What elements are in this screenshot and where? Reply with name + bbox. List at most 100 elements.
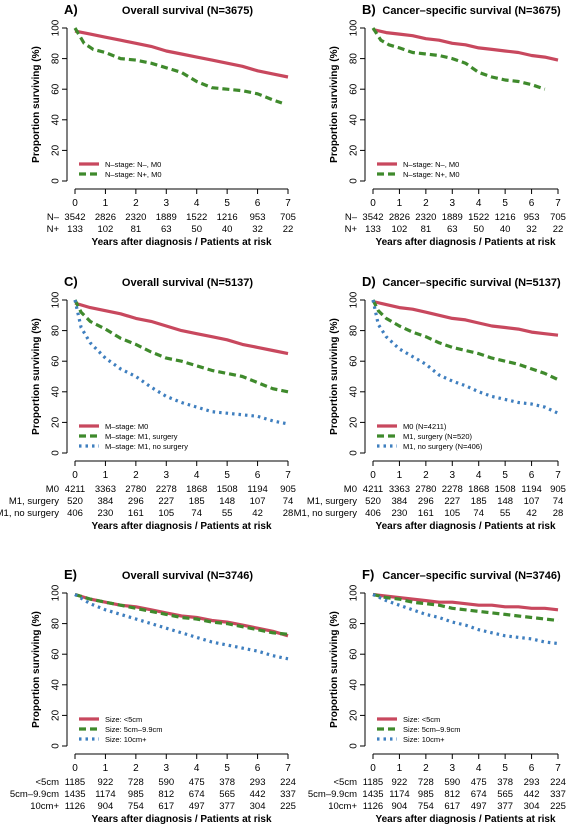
risk-value: 225 [280, 801, 296, 812]
y-axis-label: Proportion surviving (%) [31, 611, 42, 728]
risk-value: 161 [128, 508, 144, 519]
series-line [372, 593, 559, 646]
y-tick-label: 80 [349, 618, 360, 630]
risk-value: 905 [280, 484, 296, 495]
risk-value: 442 [524, 789, 540, 800]
risk-value: 1174 [389, 789, 409, 800]
risk-value: 63 [161, 224, 172, 235]
x-tick-label: 6 [529, 763, 535, 774]
risk-value: 1868 [468, 484, 489, 495]
x-tick-label: 3 [450, 763, 456, 774]
x-tick-label: 4 [476, 470, 482, 481]
risk-value: 377 [497, 801, 513, 812]
x-tick-label: 2 [423, 470, 429, 481]
y-tick-label: 60 [349, 83, 360, 95]
legend-label: M–stage: M1, surgery [105, 432, 178, 441]
risk-value: 40 [222, 224, 233, 235]
risk-value: 148 [219, 496, 235, 507]
x-tick-label: 1 [103, 763, 109, 774]
risk-value: 2320 [125, 212, 146, 223]
risk-value: 1216 [495, 212, 516, 223]
y-tick-label: 0 [349, 178, 360, 184]
panel-e: E) Overall survival (N=3746) 0 20 40 60 80 100 0… [10, 567, 296, 825]
legend-label: N–stage: N+, M0 [403, 170, 459, 179]
risk-value: 812 [444, 789, 460, 800]
risk-value: 705 [550, 212, 566, 223]
legend-label: Size: 10cm+ [403, 735, 445, 744]
risk-value: 148 [497, 496, 513, 507]
risk-value: 105 [158, 508, 174, 519]
legend-label: Size: <5cm [105, 715, 142, 724]
y-tick-label: 40 [51, 679, 62, 691]
legend-label: Size: 5cm–9.9cm [105, 725, 163, 734]
risk-row-label: M1, no surgery [0, 508, 59, 519]
x-tick-label: 7 [285, 470, 291, 481]
x-tick-label: 0 [72, 763, 78, 774]
risk-value: 1126 [65, 801, 85, 812]
x-tick-label: 1 [103, 198, 109, 209]
panel-a: A) Overall survival (N=3675) 0 20 40 60 80 100 0… [31, 2, 296, 248]
y-axis-label: Proportion surviving (%) [329, 318, 340, 435]
y-tick-label: 80 [51, 325, 62, 337]
panel-label: C) [64, 274, 78, 289]
x-tick-label: 0 [72, 198, 78, 209]
risk-value: 904 [97, 801, 113, 812]
chart-title: Overall survival (N=5137) [122, 277, 253, 289]
x-tick-label: 6 [255, 198, 261, 209]
risk-value: 32 [252, 224, 263, 235]
risk-value: 133 [67, 224, 83, 235]
risk-value: 224 [280, 777, 296, 788]
x-tick-label: 4 [194, 198, 200, 209]
y-tick-label: 100 [51, 19, 62, 36]
x-tick-label: 3 [164, 198, 170, 209]
risk-value: 22 [553, 224, 564, 235]
x-tick-label: 5 [502, 470, 508, 481]
risk-value: 1508 [217, 484, 238, 495]
y-tick-label: 60 [51, 648, 62, 660]
x-tick-label: 5 [224, 763, 230, 774]
x-tick-label: 5 [502, 763, 508, 774]
x-tick-label: 6 [255, 470, 261, 481]
legend-label: N–stage: N+, M0 [105, 170, 161, 179]
risk-value: 1435 [64, 789, 85, 800]
risk-value: 674 [189, 789, 205, 800]
y-tick-label: 40 [349, 386, 360, 398]
x-tick-label: 4 [194, 763, 200, 774]
risk-value: 296 [128, 496, 144, 507]
risk-row-label: M1, surgery [9, 496, 59, 507]
x-tick-label: 4 [476, 763, 482, 774]
risk-value: 81 [421, 224, 432, 235]
legend-label: Size: <5cm [403, 715, 440, 724]
risk-value: 812 [158, 789, 174, 800]
risk-value: 74 [283, 496, 294, 507]
y-tick-label: 60 [349, 648, 360, 660]
risk-value: 3542 [362, 212, 383, 223]
risk-value: 378 [497, 777, 513, 788]
risk-value: 728 [128, 777, 144, 788]
risk-row-label: N+ [47, 224, 60, 235]
risk-value: 230 [391, 508, 407, 519]
x-tick-label: 7 [555, 763, 561, 774]
chart-title: Overall survival (N=3675) [122, 5, 253, 17]
risk-row-label: M0 [344, 484, 357, 495]
risk-value: 2278 [442, 484, 463, 495]
risk-row-label: 5cm–9.9cm [10, 789, 59, 800]
risk-value: 102 [97, 224, 113, 235]
y-tick-label: 100 [349, 584, 360, 601]
risk-value: 497 [189, 801, 205, 812]
y-axis-label: Proportion surviving (%) [31, 318, 42, 435]
risk-value: 590 [158, 777, 174, 788]
risk-value: 4211 [363, 484, 383, 495]
x-tick-label: 7 [285, 198, 291, 209]
risk-value: 2826 [95, 212, 116, 223]
x-tick-label: 6 [529, 198, 535, 209]
panel-label: A) [64, 2, 78, 17]
legend-label: M–stage: M0 [105, 422, 148, 431]
y-tick-label: 0 [51, 450, 62, 456]
y-tick-label: 80 [51, 618, 62, 630]
x-tick-label: 0 [72, 470, 78, 481]
y-tick-label: 80 [349, 53, 360, 65]
x-tick-label: 1 [397, 198, 403, 209]
x-tick-label: 6 [529, 470, 535, 481]
